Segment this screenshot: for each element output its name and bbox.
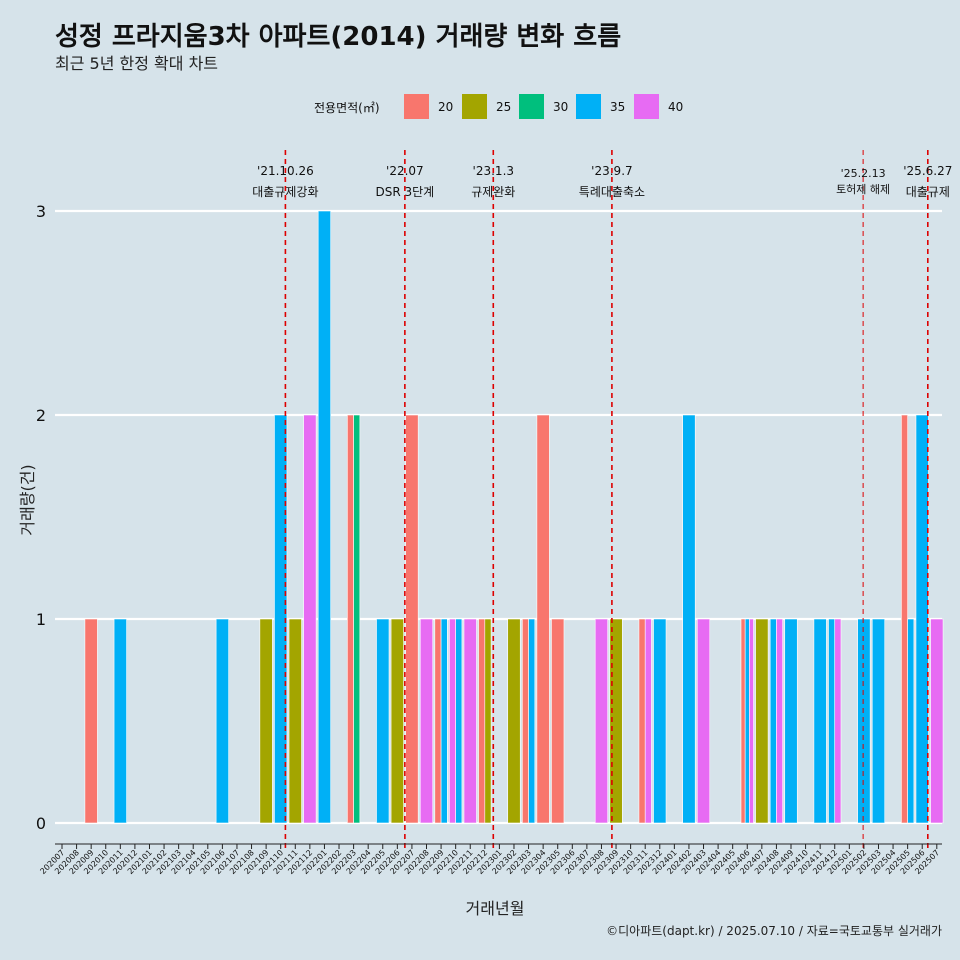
bar-202412-40	[834, 618, 842, 824]
bar-202210-35	[455, 618, 463, 824]
bar-202209-35	[440, 618, 448, 824]
bar-202203-20	[347, 414, 354, 824]
bar-202408-35	[769, 618, 777, 824]
y-axis: 0 1 2 3	[36, 202, 46, 833]
bar-202505-20	[901, 414, 908, 824]
bar-202304-20	[536, 414, 550, 824]
event-label-1: 대출규제강화	[252, 185, 318, 199]
bar-202110-35	[274, 414, 288, 824]
legend-label-35: 35	[610, 100, 625, 114]
event-label-3: 규제완화	[471, 185, 515, 199]
event-date-5: '25.2.13	[841, 167, 886, 180]
bar-202201-35	[317, 210, 331, 824]
bar-202111-25	[288, 618, 302, 824]
bar-202502-35	[857, 618, 871, 824]
bar-202212-25	[484, 618, 492, 824]
bar-202406-40	[749, 618, 754, 824]
event-label-5: 토허제 해제	[836, 182, 890, 196]
bar-202507-40	[930, 618, 944, 824]
event-date-2: '22.07	[386, 164, 424, 178]
event-label-6: 대출규제	[906, 185, 950, 199]
bar-202212-20	[478, 618, 486, 824]
x-axis: 2020072020082020092020102020112020122021…	[38, 843, 942, 876]
event-label-4: 특례대출축소	[579, 185, 645, 199]
bar-202402-35	[682, 414, 696, 824]
bar-202311-40	[644, 618, 652, 824]
bar-202411-35	[813, 618, 827, 824]
bar-202305-20	[551, 618, 565, 824]
legend-swatch-30	[519, 94, 544, 119]
y-axis-label: 거래량(건)	[18, 464, 37, 535]
bar-202209-20	[434, 618, 442, 824]
bar-202210-40	[449, 618, 456, 824]
legend-swatch-20	[404, 94, 429, 119]
y-tick-label-2: 2	[36, 406, 46, 425]
bar-202208-40	[419, 618, 434, 824]
bar-202205-35	[376, 618, 390, 824]
bar-202403-40	[696, 618, 711, 824]
legend-title: 전용면적(㎡)	[314, 101, 380, 115]
bar-202011-35	[113, 618, 127, 824]
x-axis-label: 거래년월	[466, 899, 525, 918]
y-tick-label-1: 1	[36, 610, 46, 629]
bar-202312-35	[653, 618, 667, 824]
bar-202109-25	[259, 618, 273, 824]
bar-202407-25	[755, 618, 769, 824]
event-date-3: '23.1.3	[473, 164, 514, 178]
bar-202503-35	[871, 618, 886, 824]
bar-202303-20	[522, 618, 529, 824]
legend-label-25: 25	[496, 100, 511, 114]
bar-202412-35	[828, 618, 836, 824]
bar-202506-35	[915, 414, 929, 824]
legend-label-40: 40	[668, 100, 683, 114]
legend-swatch-25	[462, 94, 487, 119]
gridlines	[55, 209, 942, 825]
bar-202406-20	[740, 618, 746, 824]
bars-layer	[84, 210, 944, 824]
bar-202206-25	[390, 618, 404, 824]
bar-202112-40	[303, 414, 317, 824]
bar-202303-35	[528, 618, 536, 824]
y-tick-label-0: 0	[36, 814, 46, 833]
bar-202203-30	[353, 414, 361, 824]
legend: 전용면적(㎡) 20 25 30 35 40	[314, 94, 683, 119]
bar-202211-40	[463, 618, 477, 824]
bar-202009-20	[84, 618, 98, 824]
events-layer: '21.10.26 대출규제강화 '22.07 DSR 3단계 '23.1.3 규제완화 '…	[252, 150, 952, 850]
legend-label-30: 30	[553, 100, 568, 114]
bar-202309-25	[609, 618, 623, 824]
legend-swatch-40	[634, 94, 659, 119]
event-label-2: DSR 3단계	[375, 185, 434, 199]
caption: ©디아파트(dapt.kr) / 2025.07.10 / 자료=국토교통부 실…	[606, 924, 942, 938]
chart-subtitle: 최근 5년 한정 확대 차트	[55, 54, 218, 73]
bar-202308-40	[594, 618, 609, 824]
bar-202207-20	[405, 414, 419, 824]
chart-title: 성정 프라지움3차 아파트(2014) 거래량 변화 흐름	[55, 22, 621, 52]
legend-label-20: 20	[438, 100, 453, 114]
bar-202409-35	[784, 618, 798, 824]
bar-202505-35	[907, 618, 915, 824]
event-date-1: '21.10.26	[257, 164, 314, 178]
event-date-4: '23.9.7	[591, 164, 632, 178]
bar-202106-35	[215, 618, 229, 824]
bar-202406-35	[744, 618, 750, 824]
event-date-6: '25.6.27	[903, 164, 952, 178]
legend-swatch-35	[576, 94, 601, 119]
bar-202302-25	[507, 618, 521, 824]
y-tick-label-3: 3	[36, 202, 46, 221]
bar-202408-40	[776, 618, 783, 824]
bar-202311-20	[638, 618, 646, 824]
